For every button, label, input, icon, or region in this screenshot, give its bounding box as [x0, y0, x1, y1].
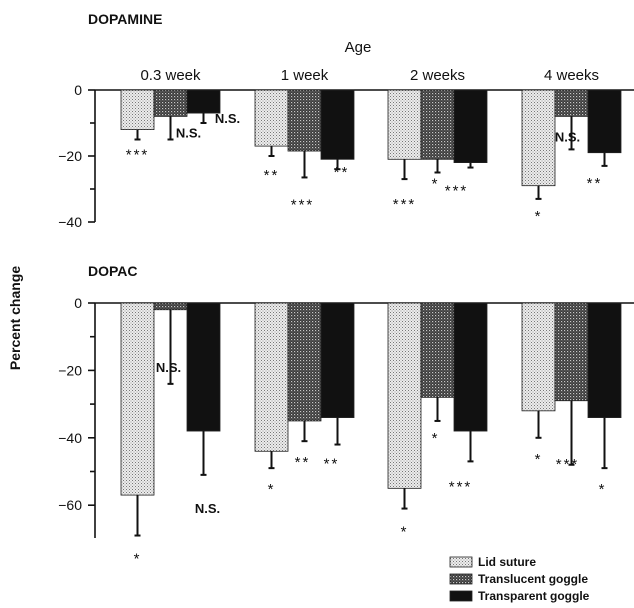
dopamine-lid-suture-4-weeks-significance-label: *	[535, 208, 543, 225]
legend: Lid suture Translucent goggle Transparen…	[449, 555, 590, 603]
legend-swatch-lid-suture	[449, 556, 473, 568]
dopac-transparent-goggle-1-week-significance-label: **	[324, 456, 340, 473]
dopac-transparent-goggle-4-weeks-bar	[587, 302, 622, 418]
dopamine-translucent-goggle-0-3-week-significance-label: N.S.	[176, 126, 201, 141]
dopamine-translucent-goggle-0-3-week-bar	[153, 89, 188, 117]
dopamine-transparent-goggle-4-weeks-significance-label: **	[587, 175, 603, 192]
dopamine-transparent-goggle-1-week-significance-label: **	[334, 164, 350, 181]
dopamine-transparent-goggle-1-week-bar	[320, 89, 355, 160]
dopamine-title: DOPAMINE	[88, 11, 162, 27]
dopamine-ytick-label-20: −20	[58, 148, 82, 164]
dopac-translucent-goggle-0-3-week-significance-label: N.S.	[156, 360, 181, 375]
category-label-1-week: 1 week	[281, 67, 329, 84]
dopac-lid-suture-2-weeks-significance-label: *	[401, 524, 409, 541]
dopac-transparent-goggle-4-weeks-significance-label: *	[599, 481, 607, 498]
significance-layer: *********N.S.****N.S.N.S.***** ******N.S.…	[126, 111, 607, 568]
y-axis-title: Percent change	[7, 266, 23, 370]
dopamine-transparent-goggle-0-3-week-bar	[186, 89, 221, 114]
dopamine-translucent-goggle-2-weeks-bar	[420, 89, 455, 160]
dopamine-lid-suture-1-week-bar	[254, 89, 289, 147]
legend-label-lid-suture: Lid suture	[478, 555, 536, 569]
dopac-translucent-goggle-0-3-week-bar	[153, 302, 188, 311]
dopac-lid-suture-4-weeks-bar	[521, 302, 556, 412]
tick-layer: 0 −20 −40 0 −20 −40 −60	[58, 82, 95, 513]
dopamine-lid-suture-1-week-significance-label: **	[264, 167, 280, 184]
dopac-translucent-goggle-1-week-bar	[287, 302, 322, 422]
dopac-transparent-goggle-0-3-week-bar	[186, 302, 221, 432]
dopamine-transparent-goggle-2-weeks-bar	[453, 89, 488, 163]
dopac-title: DOPAC	[88, 263, 138, 279]
legend-label-translucent-goggle: Translucent goggle	[478, 572, 588, 586]
dopac-transparent-goggle-1-week-bar	[320, 302, 355, 418]
legend-label-transparent-goggle: Transparent goggle	[478, 589, 590, 603]
dopac-translucent-goggle-1-week-significance-label: **	[295, 454, 311, 471]
dopac-transparent-goggle-0-3-week-significance-label: N.S.	[195, 501, 220, 516]
dopac-ytick-label-0: 0	[74, 295, 82, 311]
dopac-ytick-label-40: −40	[58, 430, 82, 446]
dopac-translucent-goggle-2-weeks-bar	[420, 302, 455, 398]
dopamine-lid-suture-4-weeks-bar	[521, 89, 556, 187]
dopamine-transparent-goggle-0-3-week-significance-label: N.S.	[215, 111, 240, 126]
dopamine-translucent-goggle-4-weeks-significance-label: N.S.	[555, 129, 580, 144]
x-axis-title: Age	[345, 39, 372, 56]
dopac-lid-suture-1-week-significance-label: *	[268, 481, 276, 498]
dopac-lid-suture-0-3-week-bar	[120, 302, 155, 496]
dopac-lid-suture-1-week-bar	[254, 302, 289, 452]
dopamine-ytick-label-0: 0	[74, 82, 82, 98]
category-label-2-weeks: 2 weeks	[410, 67, 465, 84]
legend-swatch-translucent-goggle	[449, 573, 473, 585]
dopac-ytick-label-60: −60	[58, 497, 82, 513]
bar-layer	[120, 89, 622, 537]
dopac-transparent-goggle-2-weeks-bar	[453, 302, 488, 432]
dopamine-transparent-goggle-2-weeks-significance-label: ***	[445, 183, 469, 200]
dopac-translucent-goggle-2-weeks-significance-label: *	[432, 430, 440, 447]
dopac-transparent-goggle-2-weeks-significance-label: ***	[449, 478, 473, 495]
dopamine-translucent-goggle-2-weeks-significance-label: *	[432, 176, 440, 193]
dopamine-transparent-goggle-4-weeks-bar	[587, 89, 622, 154]
dopamine-ytick-label-40: −40	[58, 214, 82, 230]
dopac-translucent-goggle-4-weeks-significance-label: ***	[556, 456, 580, 473]
dopamine-lid-suture-0-3-week-significance-label: ***	[126, 147, 150, 164]
dopac-lid-suture-2-weeks-bar	[387, 302, 422, 489]
dopamine-lid-suture-2-weeks-significance-label: ***	[393, 196, 417, 213]
dopac-lid-suture-0-3-week-significance-label: *	[134, 551, 142, 568]
dopac-lid-suture-4-weeks-significance-label: *	[535, 451, 543, 468]
dopac-translucent-goggle-4-weeks-bar	[554, 302, 589, 402]
category-label-4-weeks: 4 weeks	[544, 67, 599, 84]
dopamine-lid-suture-2-weeks-bar	[387, 89, 422, 160]
dopamine-lid-suture-0-3-week-bar	[120, 89, 155, 130]
dopac-ytick-label-20: −20	[58, 362, 82, 378]
dopamine-translucent-goggle-1-week-significance-label: ***	[291, 196, 315, 213]
dopamine-translucent-goggle-4-weeks-bar	[554, 89, 589, 117]
category-label-0-3-week: 0.3 week	[140, 67, 201, 84]
dopamine-translucent-goggle-1-week-bar	[287, 89, 322, 152]
legend-swatch-transparent-goggle	[449, 590, 473, 602]
category-label-layer: 0.3 week 1 week 2 weeks 4 weeks	[140, 67, 599, 84]
